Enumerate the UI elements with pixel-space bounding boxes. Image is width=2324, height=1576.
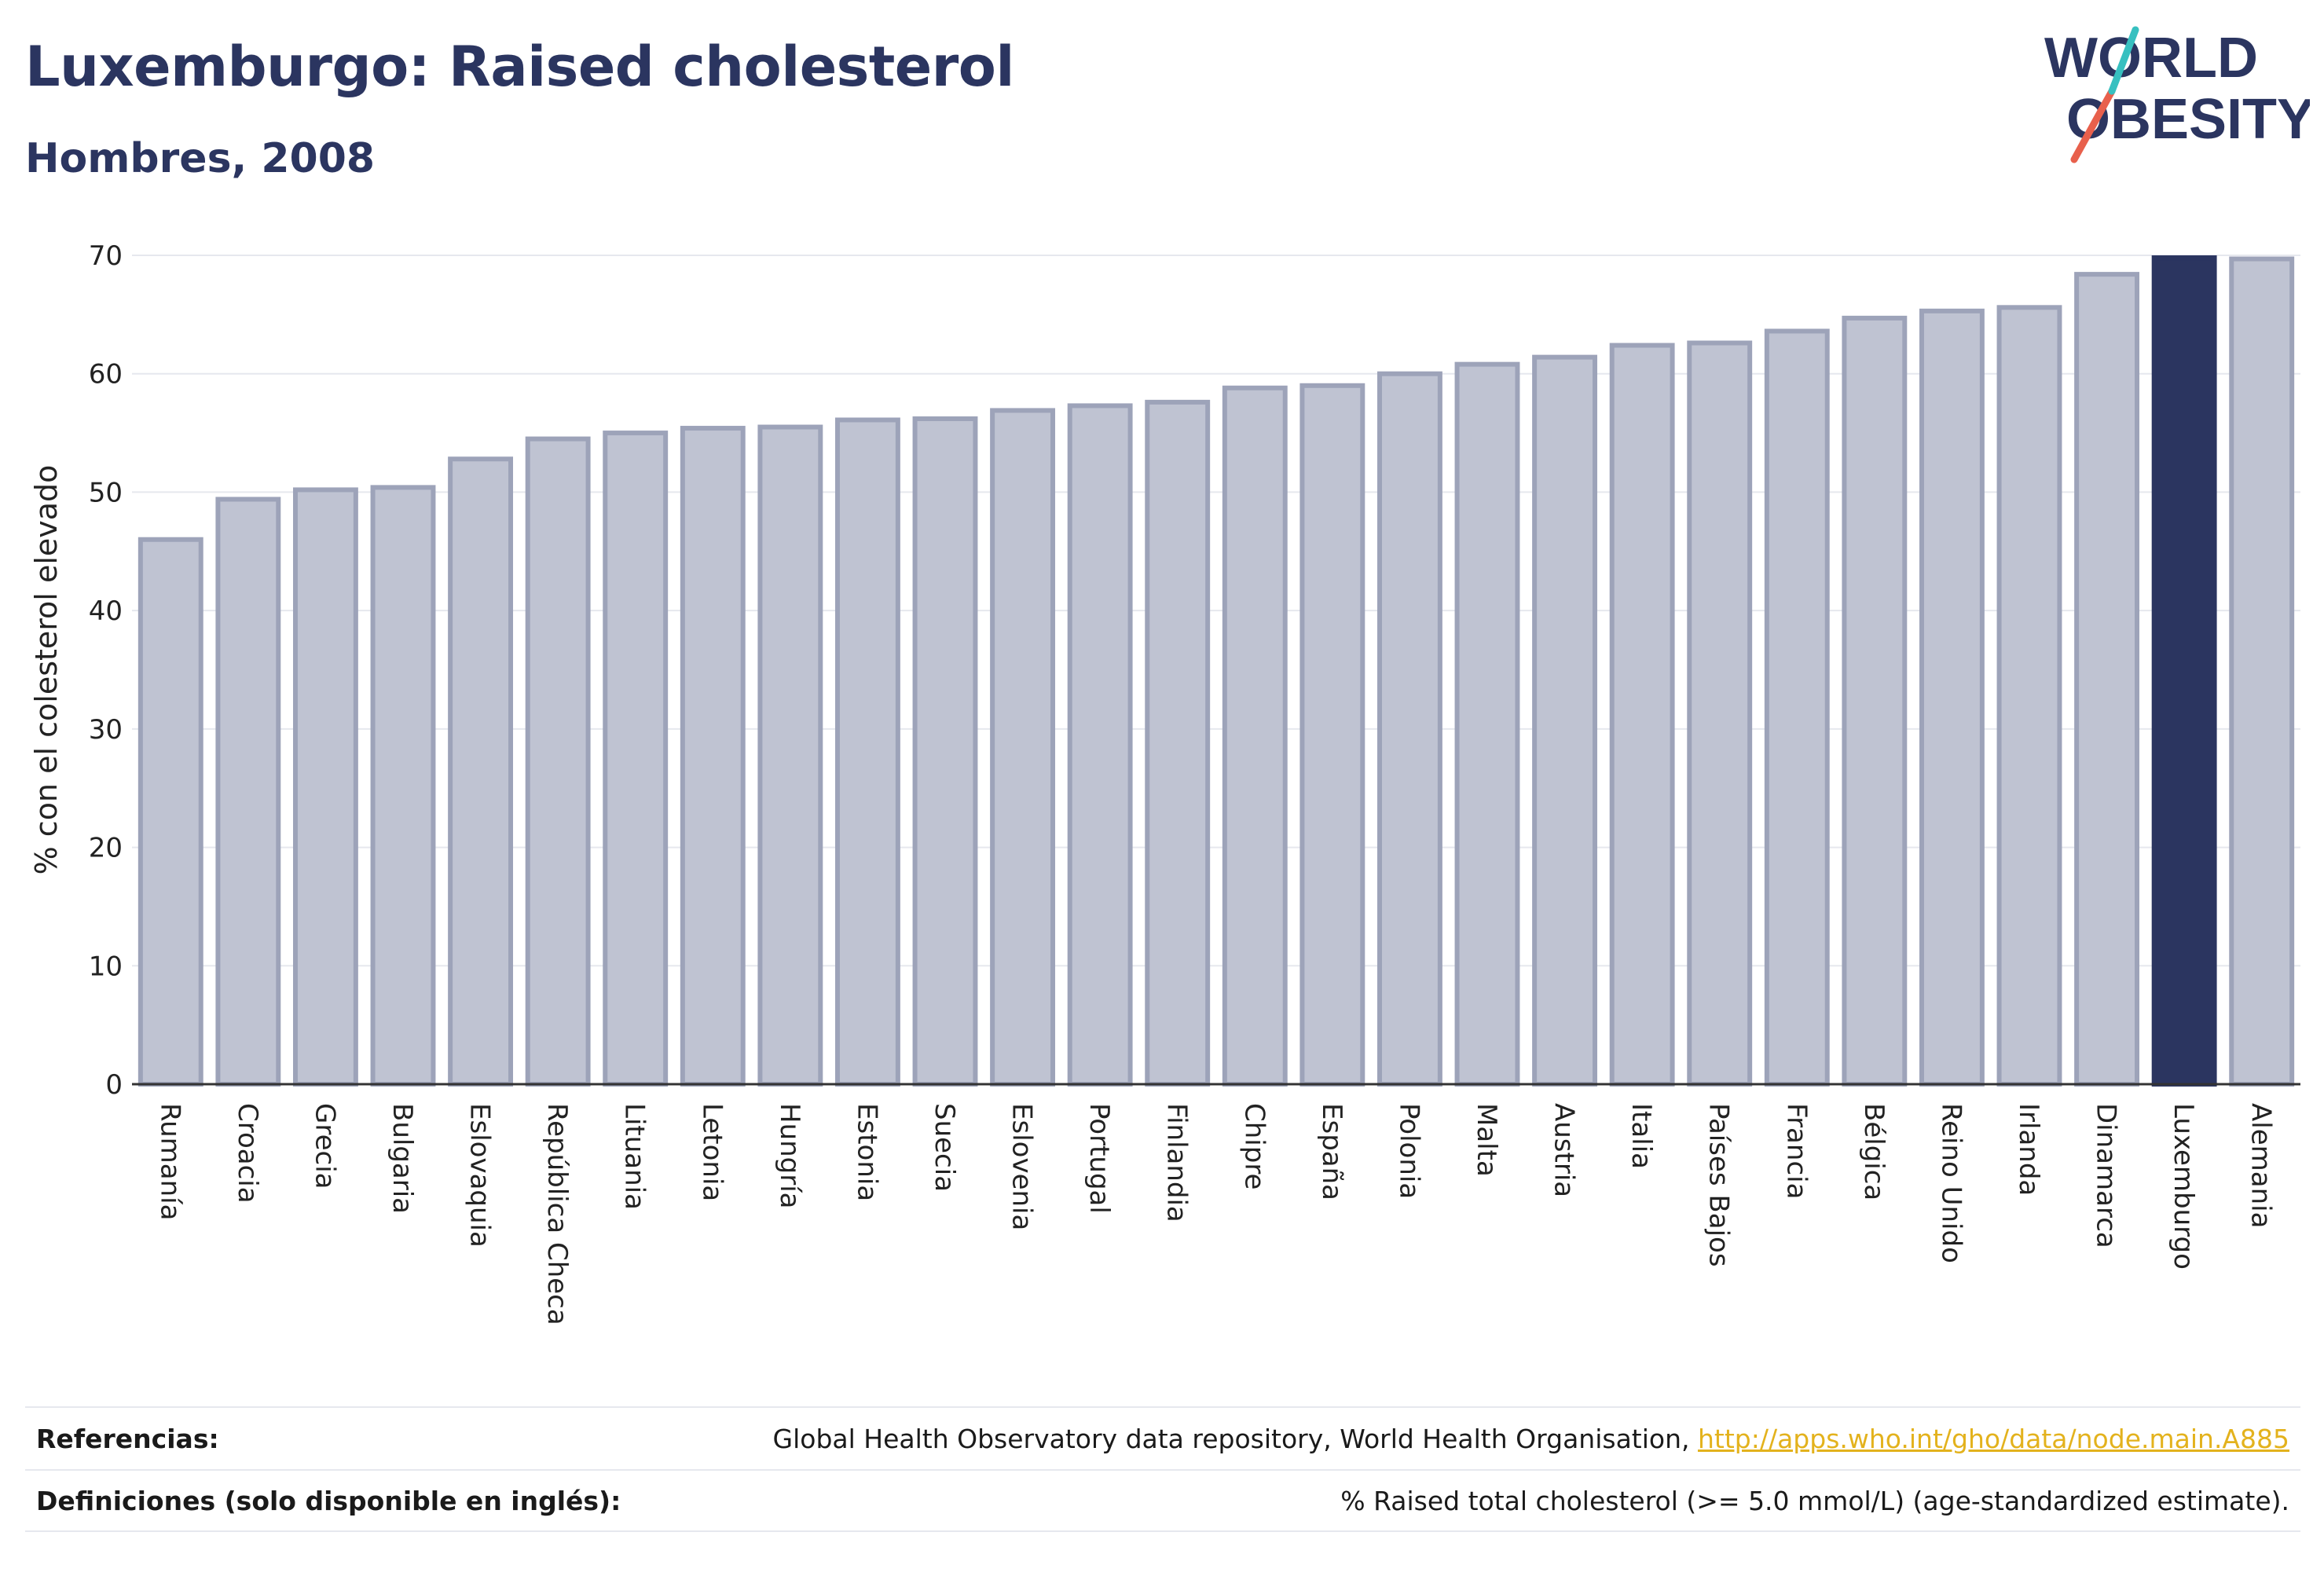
footer-references-row: Referencias: Global Health Observatory d… xyxy=(25,1406,2300,1469)
y-tick-label: 30 xyxy=(89,714,123,746)
x-tick-label: Dinamarca xyxy=(2091,1103,2122,1248)
bar xyxy=(757,424,823,1087)
x-tick-label: Finlandia xyxy=(1161,1103,1193,1222)
x-tick-label: Hungría xyxy=(774,1103,805,1209)
logo-line1: WORLD xyxy=(2044,27,2258,90)
bar xyxy=(2151,255,2217,1087)
references-text: Global Health Observatory data repositor… xyxy=(772,1423,1698,1454)
bar xyxy=(2229,256,2295,1087)
x-tick-label: Bulgaria xyxy=(387,1103,418,1214)
x-tick-label: Grecia xyxy=(309,1103,340,1189)
bar xyxy=(1996,305,2062,1087)
page-subtitle: Hombres, 2008 xyxy=(25,135,376,182)
footer-definitions-row: Definiciones (solo disponible en inglés)… xyxy=(25,1469,2300,1532)
x-tick-label: Reino Unido xyxy=(1935,1103,1967,1263)
definitions-text: % Raised total cholesterol (>= 5.0 mmol/… xyxy=(1340,1485,2289,1516)
references-label: Referencias: xyxy=(36,1423,219,1454)
y-axis-label: % con el colesterol elevado xyxy=(29,465,64,875)
x-tick-label: Croacia xyxy=(232,1103,263,1204)
bar xyxy=(603,431,669,1087)
bar xyxy=(525,436,591,1087)
x-tick-label: Italia xyxy=(1626,1103,1657,1169)
x-tick-label: Lituania xyxy=(619,1103,651,1210)
x-tick-label: Irlanda xyxy=(2013,1103,2044,1196)
x-tick-label: Malta xyxy=(1471,1103,1502,1177)
x-tick-label: Suecia xyxy=(929,1103,960,1192)
logo-slash-red xyxy=(2070,87,2116,163)
y-tick-label: 40 xyxy=(89,596,123,627)
bar xyxy=(1609,343,1675,1087)
bar xyxy=(370,485,436,1087)
logo-slash-teal xyxy=(2108,26,2139,95)
x-tick-label: Países Bajos xyxy=(1703,1103,1735,1267)
bar xyxy=(1376,371,1442,1087)
references-link[interactable]: http://apps.who.int/gho/data/node.main.A… xyxy=(1697,1423,2289,1454)
bar xyxy=(1842,315,1908,1087)
bar xyxy=(1145,399,1211,1087)
bar xyxy=(1532,354,1598,1087)
x-tick-label: Portugal xyxy=(1083,1103,1115,1214)
bar xyxy=(1919,308,1985,1087)
bar xyxy=(2074,272,2140,1087)
x-tick-label: Francia xyxy=(1780,1103,1812,1199)
references-value: Global Health Observatory data repositor… xyxy=(773,1424,2289,1454)
y-tick-label: 10 xyxy=(89,951,123,982)
y-tick-label: 50 xyxy=(89,477,123,508)
bar xyxy=(1067,403,1133,1087)
x-tick-label: Chipre xyxy=(1238,1103,1270,1189)
bar xyxy=(1687,340,1753,1087)
bar xyxy=(292,487,358,1087)
x-tick-label: Luxemburgo xyxy=(2168,1103,2199,1270)
x-tick-label: Rumanía xyxy=(154,1103,185,1220)
x-tick-label: España xyxy=(1316,1103,1347,1200)
bar xyxy=(215,497,281,1087)
y-tick-label: 70 xyxy=(89,240,123,272)
y-tick-label: 20 xyxy=(89,833,123,864)
bar xyxy=(834,417,900,1087)
footer: Referencias: Global Health Observatory d… xyxy=(25,1406,2300,1532)
bar xyxy=(680,426,746,1087)
y-tick-label: 0 xyxy=(105,1069,123,1101)
x-tick-label: Polonia xyxy=(1393,1103,1424,1199)
x-tick-label: Bélgica xyxy=(1858,1103,1890,1200)
x-tick-label: República Checa xyxy=(541,1103,573,1325)
x-tick-label: Alemania xyxy=(2245,1103,2277,1228)
bar xyxy=(448,456,514,1087)
bar xyxy=(1764,328,1830,1087)
bar xyxy=(990,408,1056,1087)
definitions-label: Definiciones (solo disponible en inglés)… xyxy=(36,1485,621,1516)
y-tick-label: 60 xyxy=(89,359,123,390)
bar-chart: 0 10 20 30 40 50 60 70 % con el colesterol eleva… xyxy=(29,240,2300,1325)
x-tick-label: Eslovaquia xyxy=(464,1103,496,1248)
bar xyxy=(137,537,203,1087)
bar xyxy=(1454,361,1520,1087)
bar xyxy=(1222,385,1288,1087)
x-tick-label: Letonia xyxy=(696,1103,728,1201)
bar xyxy=(1299,383,1365,1087)
bar xyxy=(912,416,978,1087)
page-title: Luxemburgo: Raised cholesterol xyxy=(25,35,1014,99)
x-tick-label: Estonia xyxy=(851,1103,882,1201)
world-obesity-logo: WORLD OBESITY xyxy=(2044,26,2310,163)
x-tick-label: Eslovenia xyxy=(1006,1103,1038,1230)
x-tick-label: Austria xyxy=(1549,1103,1580,1197)
